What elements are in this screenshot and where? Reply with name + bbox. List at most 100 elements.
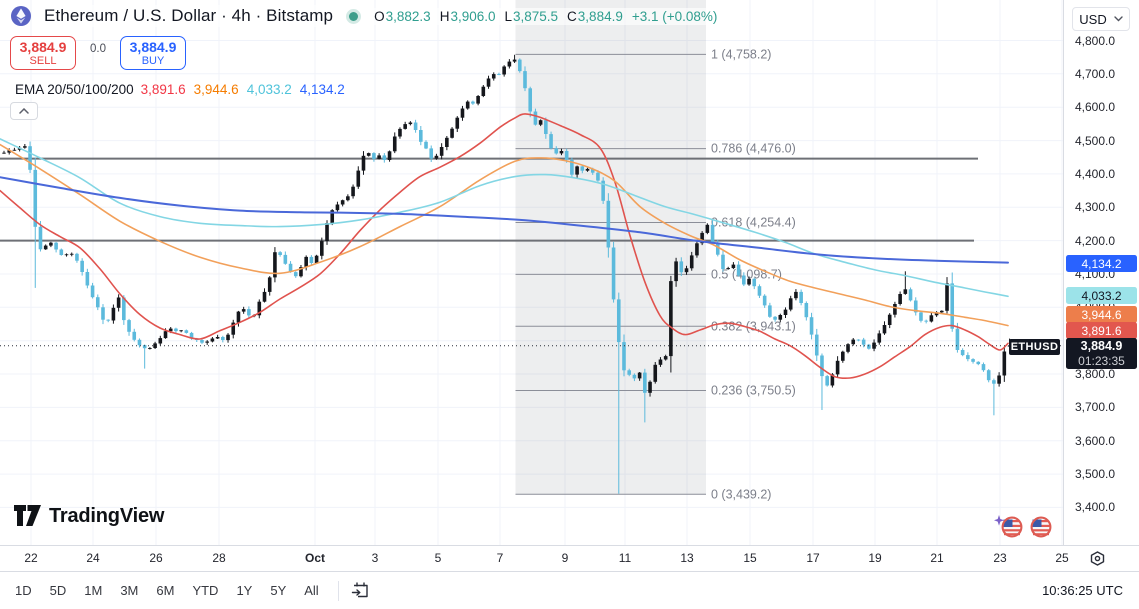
time-axis[interactable]: 22 24 26 28 Oct 3 5 7 9 11 13 15 17 19 21 23 25	[0, 545, 1139, 571]
fib-band	[515, 0, 706, 495]
collapse-legend-button[interactable]	[10, 102, 38, 120]
price-tick: 4,400.0	[1075, 167, 1116, 181]
time-label: 9	[561, 551, 569, 565]
ema-20-line	[0, 113, 1009, 380]
range-button-1d[interactable]: 1D	[15, 583, 32, 598]
time-label: 25	[1055, 551, 1069, 565]
ema-200-line	[0, 176, 1009, 264]
calendar-icon	[351, 582, 368, 598]
last-price-value: 3,884.9	[1080, 338, 1123, 353]
range-button-1m[interactable]: 1M	[84, 583, 103, 598]
time-label: 19	[868, 551, 882, 565]
toolbar-divider	[337, 580, 339, 601]
indicator-price-chip: 4,033.2	[1066, 287, 1137, 304]
chevron-down-icon	[1114, 16, 1123, 22]
time-label: 17	[806, 551, 820, 565]
range-button-5y[interactable]: 5Y	[270, 583, 287, 598]
price-tick: 4,300.0	[1075, 200, 1116, 214]
high-value: 3,906.0	[450, 8, 496, 24]
price-tick: 3,600.0	[1075, 434, 1116, 448]
range-button-ytd[interactable]: YTD	[192, 583, 219, 598]
ema200-value: 4,134.2	[299, 82, 345, 97]
time-label: 24	[86, 551, 100, 565]
sparkle-icon	[994, 515, 1004, 526]
ema-50-line	[0, 143, 1009, 327]
chevron-up-icon	[19, 108, 29, 114]
time-label: 3	[371, 551, 379, 565]
ethereum-logo-icon	[10, 5, 32, 27]
range-button-all[interactable]: All	[304, 583, 319, 598]
time-label: Oct	[304, 551, 326, 565]
fib-level-label: 1 (4,758.2)	[711, 47, 771, 61]
range-button-1y[interactable]: 1Y	[236, 583, 253, 598]
price-tick: 3,500.0	[1075, 467, 1116, 481]
bar-countdown: 01:23:35	[1078, 353, 1125, 368]
time-label: 7	[496, 551, 504, 565]
bottom-toolbar: 1D 5D 1M 3M 6M YTD 1Y 5Y All 10:36:25 UTC	[0, 571, 1139, 609]
trade-panel: 3,884.9 SELL 0.0 3,884.9 BUY	[10, 36, 186, 70]
spread-value: 0.0	[90, 43, 106, 55]
symbol-price-tag: ETHUSD	[1009, 339, 1060, 355]
clock-utc[interactable]: 10:36:25 UTC	[1042, 583, 1123, 598]
symbol-title[interactable]: Ethereum / U.S. Dollar · 4h · Bitstamp	[39, 5, 339, 27]
fib-level-label: 0.786 (4,476.0)	[711, 142, 796, 156]
change-value: +3.1 (+0.08%)	[631, 8, 718, 24]
buy-button[interactable]: 3,884.9 BUY	[120, 36, 186, 70]
tradingview-logo[interactable]: TradingView	[14, 505, 164, 528]
us-flag-icon	[1030, 516, 1052, 538]
sell-button[interactable]: 3,884.9 SELL	[10, 36, 76, 70]
ema-indicator-legend[interactable]: EMA 20/50/100/200 3,891.6 3,944.6 4,033.…	[10, 81, 350, 98]
indicator-price-chip: 3,944.6	[1066, 306, 1137, 323]
last-price-chip: 3,884.9 01:23:35	[1066, 338, 1137, 369]
price-axis[interactable]: 4,800.0 4,700.0 4,600.0 4,500.0 4,400.0 4,300…	[1063, 0, 1139, 545]
fib-level-label: 0.236 (3,750.5)	[711, 384, 796, 398]
fib-level-label: 0.382 (3,943.1)	[711, 319, 796, 333]
gear-icon	[1090, 551, 1105, 566]
tradingview-logo-icon	[14, 505, 41, 526]
low-value: 3,875.5	[513, 8, 559, 24]
time-label: 21	[930, 551, 944, 565]
economic-event-flags[interactable]	[991, 511, 1057, 543]
ohlc-values: O3,882.3 H3,906.0 L3,875.5 C3,884.9 +3.1…	[369, 7, 723, 25]
close-value: 3,884.9	[577, 8, 623, 24]
time-label: 13	[680, 551, 694, 565]
axis-settings-button[interactable]	[1089, 550, 1106, 572]
price-tick: 4,500.0	[1075, 134, 1116, 148]
price-tick: 4,700.0	[1075, 67, 1116, 81]
currency-selector[interactable]: USD	[1072, 7, 1130, 31]
us-flag-icon	[1001, 516, 1023, 538]
price-tick: 3,700.0	[1075, 400, 1116, 414]
time-label: 22	[24, 551, 38, 565]
price-tick: 3,800.0	[1075, 367, 1116, 381]
candlestick-chart[interactable]: 1 (4,758.2)0.786 (4,476.0)0.618 (4,254.4…	[0, 0, 1063, 545]
indicator-price-chip: 4,134.2	[1066, 255, 1137, 272]
currency-label: USD	[1079, 11, 1107, 27]
time-label: 11	[618, 551, 632, 565]
ema50-value: 3,944.6	[193, 82, 239, 97]
ema20-value: 3,891.6	[140, 82, 186, 97]
indicator-name: EMA 20/50/100/200	[15, 82, 134, 97]
chart-pane: 1 (4,758.2) 0.786 (4,476.0) 0.618 (4,254.4…	[0, 0, 1063, 545]
market-status-icon	[349, 11, 359, 21]
range-button-5d[interactable]: 5D	[49, 583, 67, 598]
range-button-6m[interactable]: 6M	[156, 583, 175, 598]
price-tick: 4,600.0	[1075, 100, 1116, 114]
symbol-legend: Ethereum / U.S. Dollar · 4h · Bitstamp O…	[10, 5, 723, 27]
time-label: 5	[434, 551, 442, 565]
fib-level-label: 0 (3,439.2)	[711, 487, 771, 501]
time-label: 26	[149, 551, 163, 565]
time-label: 28	[212, 551, 226, 565]
tradingview-logo-text: TradingView	[49, 505, 165, 527]
range-button-3m[interactable]: 3M	[120, 583, 139, 598]
open-value: 3,882.3	[385, 8, 431, 24]
indicator-price-chip: 3,891.6	[1066, 322, 1137, 339]
price-tick: 4,800.0	[1075, 34, 1116, 48]
candles	[2, 54, 1012, 494]
price-tick: 4,200.0	[1075, 234, 1116, 248]
go-to-date-button[interactable]	[349, 579, 372, 602]
time-label: 23	[993, 551, 1007, 565]
ema100-value: 4,033.2	[246, 82, 292, 97]
time-label: 15	[743, 551, 757, 565]
price-tick: 3,400.0	[1075, 500, 1116, 514]
